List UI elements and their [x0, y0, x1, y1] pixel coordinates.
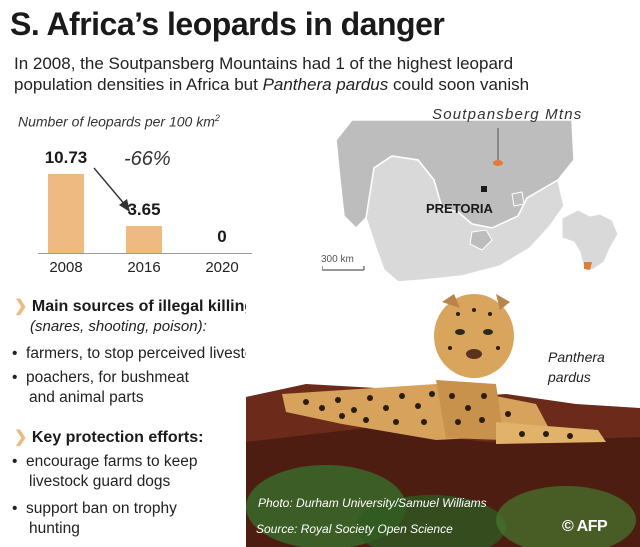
chevron-right-icon: ❯ [14, 298, 28, 315]
x-tick-label: 2008 [49, 259, 83, 276]
protection-heading-text: Key protection efforts: [31, 429, 204, 446]
chevron-right-icon: ❯ [14, 429, 28, 446]
x-tick-label: 2020 [205, 259, 239, 276]
eswatini-shape [511, 191, 525, 207]
list-item: • support ban on trophy [12, 500, 177, 517]
killings-heading-text: Main sources of illegal killings [31, 298, 264, 315]
species-caption-genus: Panthera [548, 349, 605, 365]
photo-credit: Photo: Durham University/Samuel Williams [258, 496, 487, 510]
pretoria-label: PRETORIA [426, 201, 493, 216]
x-tick-label: 2016 [127, 259, 161, 276]
bullet-text: support ban on trophy [26, 500, 177, 517]
change-percentage: -66% [124, 148, 171, 170]
soutpansberg-marker [493, 160, 503, 166]
list-item: • encourage farms to keep [12, 453, 198, 470]
bar-value-label: 0 [217, 227, 227, 246]
protection-heading: ❯ Key protection efforts: [14, 427, 203, 447]
chart-baseline [38, 253, 252, 254]
south-africa-map [322, 120, 640, 292]
africa-inset-map [561, 209, 619, 271]
list-item: • poachers, for bushmeat [12, 369, 189, 386]
subtitle-text: population densities in Africa but [14, 75, 263, 94]
leopard-photo [246, 292, 640, 547]
soutpansberg-label: Soutpansberg Mtns [432, 106, 583, 123]
list-item-continued: livestock guard dogs [29, 473, 171, 490]
afp-logo: © AFP [562, 518, 608, 535]
lesotho-shape [469, 229, 493, 251]
chart-label-superscript: 2 [214, 113, 220, 123]
bar-2008 [48, 174, 84, 253]
leopard-illustration [246, 292, 640, 547]
killings-subheading: (snares, shooting, poison): [30, 318, 207, 335]
killings-heading: ❯ Main sources of illegal killings [14, 296, 263, 316]
list-item-continued: hunting [29, 520, 80, 537]
south-africa-shape [365, 155, 565, 283]
subtitle-text-end: could soon vanish [388, 75, 530, 94]
species-caption: Panthera pardus [548, 347, 605, 387]
subtitle-line-2: population densities in Africa but Panth… [14, 75, 529, 95]
pretoria-marker [481, 186, 487, 192]
subtitle-species: Panthera pardus [262, 75, 389, 94]
chart-label: Number of leopards per 100 km2 [18, 113, 220, 130]
bar-value-label: 3.65 [127, 200, 161, 219]
list-item-continued: and animal parts [29, 389, 144, 406]
source-credit: Source: Royal Society Open Science [256, 522, 453, 536]
bar-2016 [126, 226, 162, 253]
page-title: S. Africa’s leopards in danger [10, 6, 445, 42]
bullet-text: poachers, for bushmeat [26, 369, 189, 386]
bar-value-label: 10.73 [44, 148, 88, 167]
species-caption-species: pardus [548, 369, 591, 385]
scale-label: 300 km [321, 254, 354, 265]
chart-label-text: Number of leopards per 100 km [18, 113, 215, 130]
decline-arrow [93, 167, 130, 212]
bullet-text: encourage farms to keep [26, 453, 198, 470]
subtitle-line-1: In 2008, the Soutpansberg Mountains had … [14, 54, 514, 73]
